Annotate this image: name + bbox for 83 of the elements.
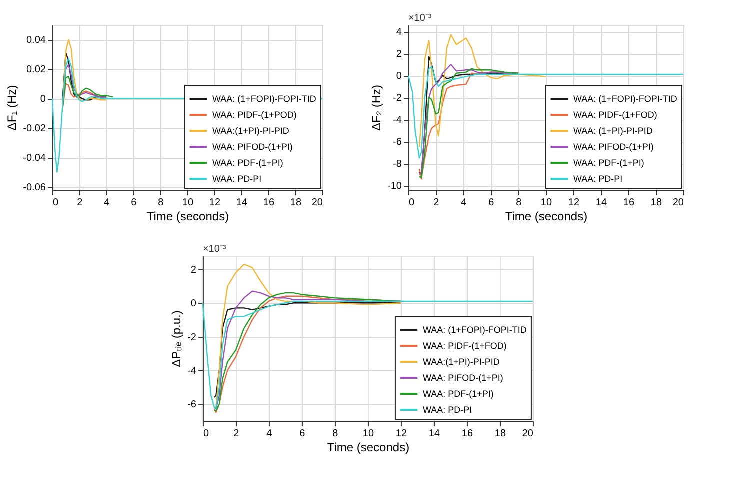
x-tick-label: 12 — [396, 428, 408, 440]
line-series — [418, 34, 547, 148]
x-axis-title: Time (seconds) — [505, 210, 588, 224]
x-tick-label: 4 — [266, 428, 273, 440]
x-tick-label: 0 — [408, 198, 415, 208]
legend-label: WAA: PIDF-(1+FOD) — [573, 110, 658, 120]
x-tick-label: 8 — [158, 198, 164, 208]
y-tick-label: -2 — [188, 332, 197, 344]
text: ×10⁻³ — [408, 13, 432, 24]
legend-label: WAA: (1+FOPI)-FOPI-TID — [573, 94, 678, 104]
legend-label: WAA: PIFOD-(1+PI) — [573, 142, 654, 152]
x-tick-label: 4 — [104, 198, 110, 208]
x-tick-label: 6 — [488, 198, 495, 208]
x-tick-label: 14 — [236, 198, 248, 208]
y-tick-label: 0.04 — [26, 35, 46, 46]
legend-label: WAA: PDF-(1+PI) — [422, 389, 494, 399]
x-tick-label: 16 — [263, 198, 275, 208]
x-tick-label: 10 — [540, 198, 552, 208]
x-axis-title: Time (seconds) — [146, 210, 230, 224]
x-tick-label: 14 — [596, 198, 608, 208]
legend-label: WAA: (1+PI)-PI-PID — [573, 126, 654, 136]
x-tick-label: 4 — [461, 198, 468, 208]
legend-label: WAA: PD-PI — [573, 174, 623, 184]
x-tick-label: 16 — [623, 198, 635, 208]
y-tick-label: 0 — [40, 94, 46, 106]
y-tick-label: -2 — [393, 93, 402, 104]
y-tick-label: -0.06 — [23, 182, 46, 194]
x-tick-label: 6 — [300, 428, 306, 440]
legend-label: WAA: PIFOD-(1+PI) — [422, 373, 504, 383]
x-tick-label: 20 — [672, 198, 684, 208]
y-axis-title: ΔPₜᵢₑ (p.u.) — [170, 310, 184, 368]
x-tick-label: 6 — [131, 198, 138, 208]
line-series — [62, 39, 108, 112]
legend-label: WAA: (1+FOPI)-FOPI-TID — [422, 325, 528, 335]
legend-label: WAA:(1+PI)-PI-PID — [212, 126, 290, 136]
y-tick-label: -4 — [393, 115, 402, 126]
x-tick-label: 2 — [434, 198, 440, 208]
legend-label: WAA: PIDF-(1+POD) — [212, 110, 297, 120]
x-tick-label: 10 — [362, 428, 374, 440]
y-tick-label: -6 — [393, 137, 402, 148]
x-tick-label: 10 — [182, 198, 194, 208]
legend-label: WAA: (1+FOPI)-FOPI-TID — [212, 94, 317, 104]
x-tick-label: 20 — [522, 428, 534, 440]
y-tick-label: 2 — [396, 49, 402, 60]
y-tick-label: 2 — [190, 264, 197, 276]
line-series — [62, 76, 114, 110]
y-tick-label: 0 — [190, 298, 197, 310]
y-tick-label: 4 — [396, 27, 402, 38]
y-tick-label: -10 — [387, 181, 402, 192]
legend-label: WAA: PD-PI — [212, 174, 262, 184]
x-tick-label: 18 — [650, 198, 662, 208]
x-tick-label: 18 — [290, 198, 302, 208]
line-series — [408, 66, 684, 159]
x-tick-label: 12 — [568, 198, 580, 208]
text: ×10⁻³ — [202, 244, 227, 255]
y-axis-title: ΔF₂ (Hz) — [369, 85, 384, 131]
x-tick-label: 2 — [234, 428, 240, 440]
x-tick-label: 16 — [462, 428, 474, 440]
y-tick-label: -0.02 — [23, 124, 46, 135]
x-tick-label: 0 — [203, 428, 210, 440]
line-series — [214, 264, 402, 408]
x-tick-label: 2 — [77, 198, 84, 208]
x-tick-label: 8 — [332, 428, 339, 440]
x-tick-label: 14 — [428, 428, 440, 440]
legend-label: WAA: PDF-(1+PI) — [212, 158, 284, 168]
x-tick-label: 8 — [516, 198, 522, 208]
x-tick-label: 12 — [209, 198, 221, 208]
y-axis-title: ΔF₁ (Hz) — [5, 85, 20, 131]
y-tick-label: -6 — [188, 400, 197, 411]
y-tick-label: 0.02 — [26, 64, 46, 76]
x-tick-label: 0 — [52, 198, 59, 208]
y-tick-label: 0 — [396, 71, 402, 82]
x-tick-label: 18 — [494, 428, 506, 440]
x-axis-title: Time (seconds) — [327, 440, 410, 454]
legend-label: WAA: PDF-(1+PI) — [573, 158, 644, 168]
legend-label: WAA: PIFOD-(1+PI) — [212, 142, 293, 152]
y-tick-label: -8 — [393, 159, 402, 170]
legend-label: WAA:(1+PI)-PI-PID — [422, 357, 500, 367]
y-tick-label: -4 — [188, 366, 197, 377]
legend-label: WAA: PIDF-(1+FOD) — [422, 341, 507, 351]
legend-label: WAA: PD-PI — [422, 405, 472, 415]
y-tick-label: -0.04 — [23, 153, 46, 164]
x-tick-label: 20 — [312, 198, 324, 208]
